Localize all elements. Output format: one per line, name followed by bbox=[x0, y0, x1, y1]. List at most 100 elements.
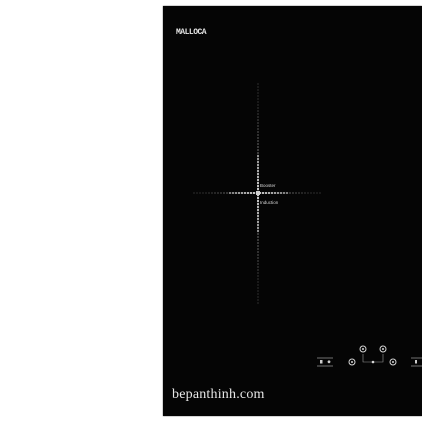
zone-marker-dot bbox=[257, 205, 259, 209]
induction-cooktop: MALLOCA Booster Induction bbox=[163, 6, 422, 416]
zone-marker-dot bbox=[319, 192, 321, 194]
zone-marker-dot bbox=[257, 86, 259, 88]
zone-marker-dot bbox=[257, 211, 259, 215]
zone-marker-dot bbox=[261, 192, 265, 194]
zone-marker-dot bbox=[257, 101, 259, 103]
zone-marker-dot bbox=[257, 119, 259, 121]
zone-marker-dot bbox=[246, 192, 250, 194]
zone-marker-dot bbox=[257, 92, 259, 94]
watermark: bepanthinh.com bbox=[172, 387, 265, 402]
zone-marker-dot bbox=[199, 192, 201, 194]
zone-marker-dot bbox=[257, 239, 259, 241]
zone-marker-dot bbox=[240, 192, 244, 194]
zone-marker-dot bbox=[257, 98, 259, 100]
zone-marker-dot bbox=[193, 192, 195, 194]
zone-marker-dot bbox=[310, 192, 312, 194]
zone-marker-dot bbox=[211, 192, 213, 194]
zone-marker-dot bbox=[257, 251, 259, 253]
zone-marker-dot bbox=[257, 154, 259, 158]
brand-logo: MALLOCA bbox=[176, 28, 207, 37]
zone-marker-dot bbox=[307, 192, 309, 194]
zone-marker-dot bbox=[257, 137, 259, 139]
zone-marker-dot bbox=[249, 192, 253, 194]
zone-marker-dot bbox=[257, 202, 259, 206]
zone-marker-dot bbox=[257, 163, 259, 167]
zone-marker-dot bbox=[257, 107, 259, 109]
zone-marker-dot bbox=[273, 192, 277, 194]
zone-marker-dot bbox=[231, 192, 235, 194]
zone-marker-dot bbox=[252, 192, 256, 194]
induction-label: Induction bbox=[260, 200, 279, 205]
zone-marker-dot bbox=[257, 236, 259, 238]
zone-marker-dot bbox=[257, 143, 259, 145]
zone-marker-dot bbox=[289, 192, 291, 194]
zone-marker-dot bbox=[223, 192, 225, 194]
zone-marker-dot bbox=[257, 104, 259, 106]
zone-marker-dot bbox=[257, 257, 259, 259]
zone-marker-dot bbox=[295, 192, 297, 194]
zone-marker-dot bbox=[264, 192, 268, 194]
zone-marker-dot bbox=[270, 192, 274, 194]
zone-marker-dot bbox=[257, 281, 259, 283]
zone-marker-dot bbox=[301, 192, 303, 194]
zone-marker-dot bbox=[257, 160, 259, 164]
timer-icon[interactable] bbox=[359, 345, 367, 353]
zone-marker-dot bbox=[257, 220, 259, 224]
zone-marker-dot bbox=[313, 192, 315, 194]
zone-marker-dot bbox=[257, 140, 259, 142]
zone-marker-dot bbox=[257, 157, 259, 161]
zone-marker-dot bbox=[257, 223, 259, 227]
zone-marker-dot bbox=[257, 83, 259, 85]
booster-label: Booster bbox=[260, 183, 276, 188]
zone-marker-dot bbox=[257, 134, 259, 136]
zone-marker-dot bbox=[276, 192, 280, 194]
zone-marker-dot bbox=[257, 149, 259, 151]
cooking-zone-crosshair bbox=[193, 83, 321, 304]
power-icon[interactable] bbox=[379, 345, 387, 353]
zone-marker-dot bbox=[243, 192, 247, 194]
zone-marker-dot bbox=[257, 175, 259, 179]
zone-marker-dot bbox=[257, 299, 259, 301]
zone-marker-dot bbox=[205, 192, 207, 194]
zone-marker-dot bbox=[257, 245, 259, 247]
zone-marker-dot bbox=[257, 302, 259, 304]
lock-icon[interactable] bbox=[317, 357, 333, 367]
touch-control-panel bbox=[317, 345, 422, 367]
zone-marker-dot bbox=[257, 208, 259, 212]
zone-marker-dot bbox=[257, 89, 259, 91]
zone-marker-dot bbox=[196, 192, 198, 194]
zone-marker-dot bbox=[217, 192, 219, 194]
zone-marker-dot bbox=[257, 125, 259, 127]
zone-marker-dot bbox=[257, 184, 259, 188]
zone-marker-dot bbox=[257, 131, 259, 133]
zone-marker-dot bbox=[257, 269, 259, 271]
zone-marker-dot bbox=[208, 192, 210, 194]
minus-icon[interactable] bbox=[348, 358, 356, 366]
power-slider[interactable] bbox=[362, 354, 384, 364]
zone-selector-icon[interactable] bbox=[411, 357, 422, 367]
zone-marker-dot bbox=[220, 192, 222, 194]
zone-marker-dot bbox=[228, 192, 232, 194]
zone-marker-dot bbox=[257, 113, 259, 115]
zone-marker-dot bbox=[257, 116, 259, 118]
zone-marker-dot bbox=[257, 181, 259, 185]
zone-marker-dot bbox=[282, 192, 286, 194]
zone-marker-dot bbox=[292, 192, 294, 194]
zone-marker-dot bbox=[257, 214, 259, 218]
zone-marker-dot bbox=[285, 192, 289, 194]
zone-marker-dot bbox=[257, 229, 259, 233]
zone-marker-dot bbox=[257, 287, 259, 289]
zone-marker-dot bbox=[316, 192, 318, 194]
zone-marker-dot bbox=[257, 187, 259, 191]
zone-marker-dot bbox=[257, 110, 259, 112]
zone-marker-dot bbox=[257, 272, 259, 274]
zone-marker-dot bbox=[257, 293, 259, 295]
zone-marker-dot bbox=[257, 263, 259, 265]
zone-marker-dot bbox=[257, 95, 259, 97]
plus-icon[interactable] bbox=[389, 358, 397, 366]
zone-marker-dot bbox=[257, 128, 259, 130]
zone-marker-dot bbox=[257, 178, 259, 182]
zone-marker-dot bbox=[257, 275, 259, 277]
zone-marker-dot bbox=[267, 192, 271, 194]
zone-marker-dot bbox=[257, 296, 259, 298]
